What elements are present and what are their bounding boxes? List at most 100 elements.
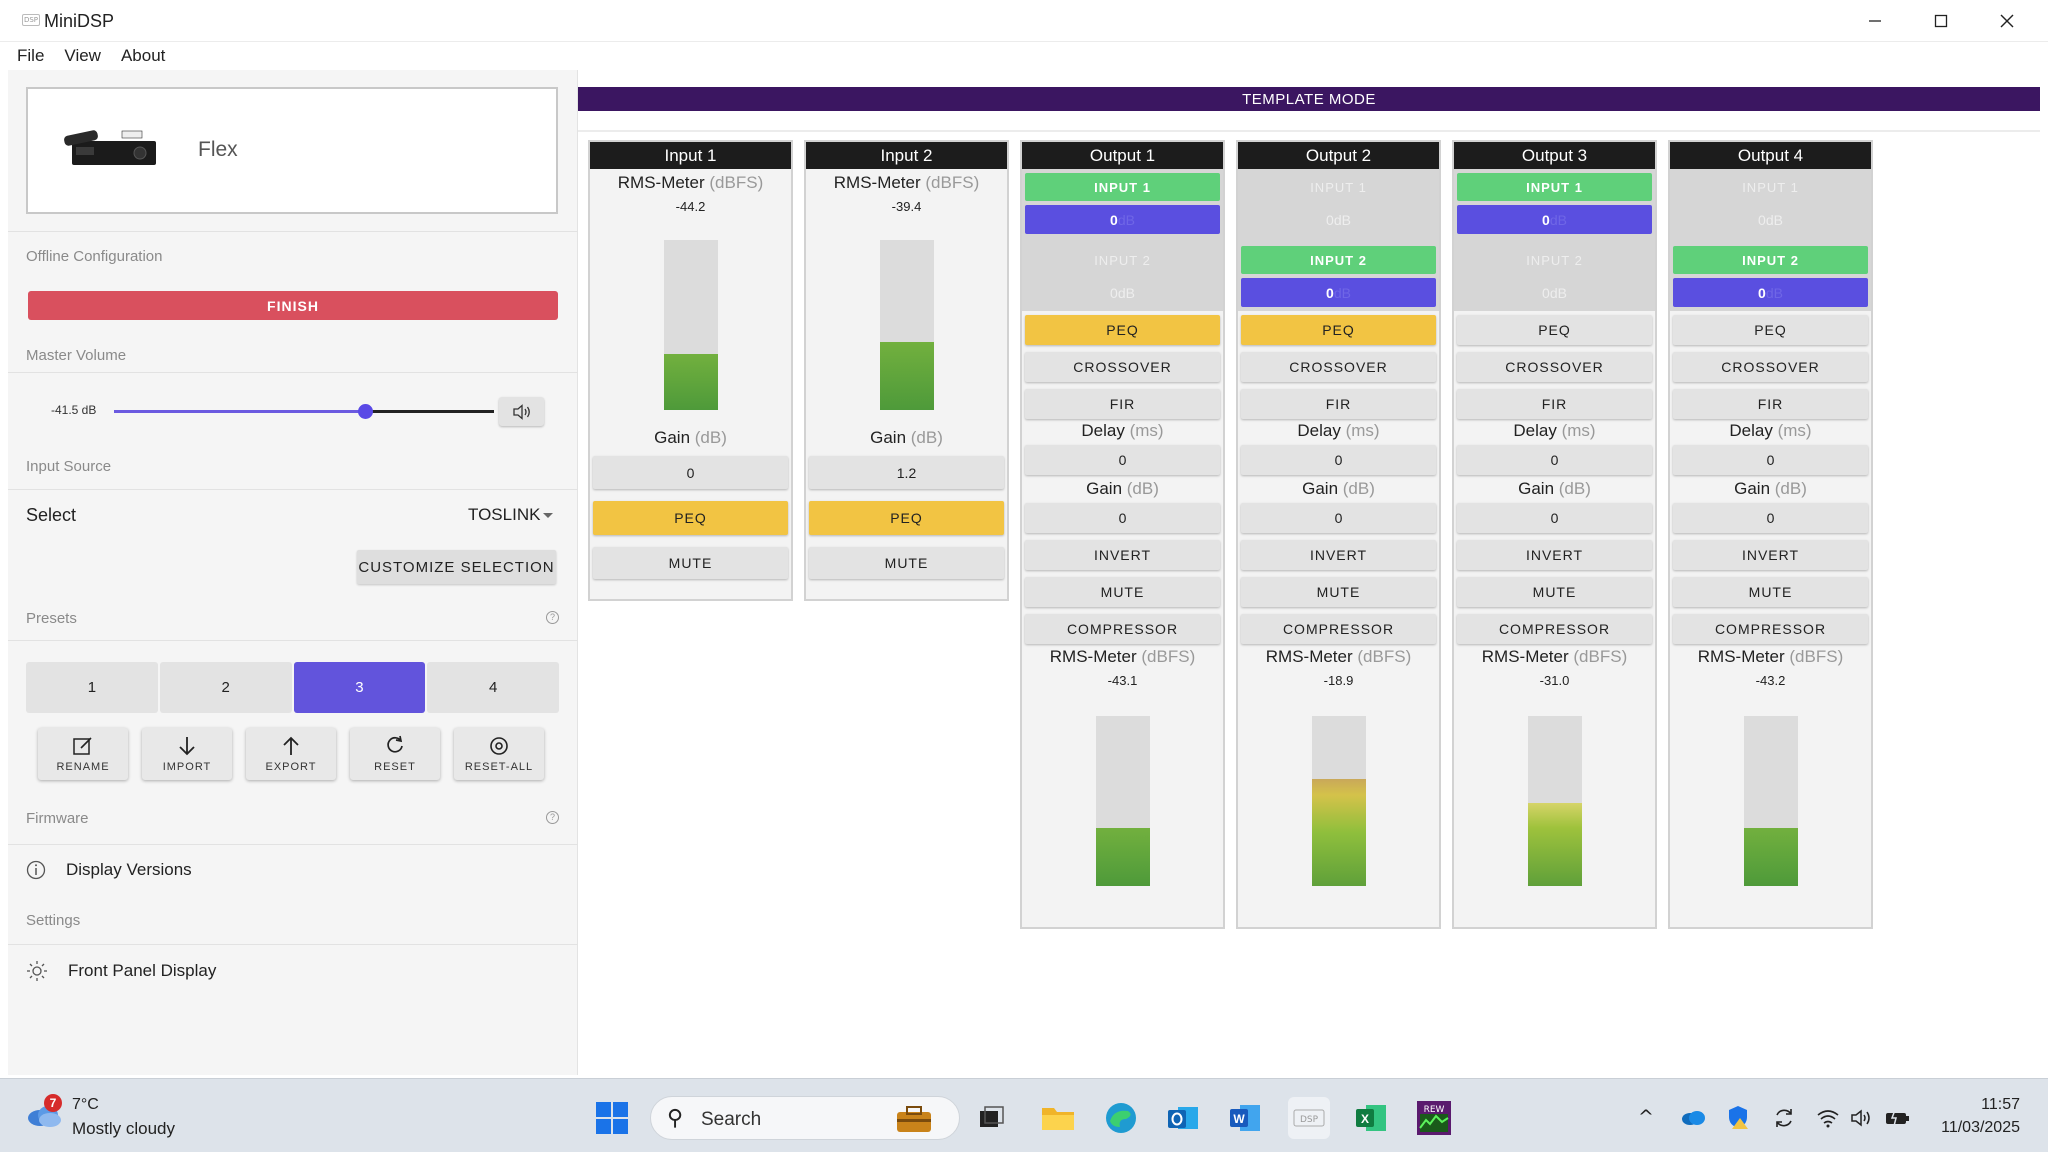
preset-2-button[interactable]: 2 bbox=[159, 662, 292, 713]
export-button[interactable]: EXPORT bbox=[246, 728, 336, 780]
route-input-2-gain[interactable]: 0 dB bbox=[1025, 278, 1220, 307]
speaker-button[interactable] bbox=[499, 397, 544, 426]
crossover-button[interactable]: CROSSOVER bbox=[1241, 352, 1436, 382]
route-input-2-toggle[interactable]: INPUT 2 bbox=[1241, 246, 1436, 274]
gain-input[interactable]: 0 bbox=[1241, 503, 1436, 533]
compressor-button[interactable]: COMPRESSOR bbox=[1241, 614, 1436, 644]
route-input-1-gain[interactable]: 0 dB bbox=[1025, 205, 1220, 234]
customize-selection-button[interactable]: CUSTOMIZE SELECTION bbox=[357, 550, 556, 584]
taskbar-file-explorer[interactable] bbox=[1037, 1097, 1079, 1139]
chevron-down-icon[interactable] bbox=[543, 513, 553, 518]
weather-temperature[interactable]: 7°C bbox=[72, 1096, 99, 1113]
route-input-1-toggle[interactable]: INPUT 1 bbox=[1310, 179, 1367, 195]
firmware-help-icon[interactable]: ? bbox=[546, 811, 559, 824]
invert-button[interactable]: INVERT bbox=[1457, 540, 1652, 570]
close-button[interactable] bbox=[1974, 0, 2040, 42]
volume-icon[interactable] bbox=[1850, 1108, 1874, 1128]
display-versions-item[interactable]: Display Versions bbox=[26, 860, 192, 880]
clock-time[interactable]: 11:57 bbox=[1981, 1096, 2020, 1113]
security-shield-icon[interactable] bbox=[1726, 1104, 1750, 1130]
preset-3-button[interactable]: 3 bbox=[293, 662, 426, 713]
route-input-1-toggle[interactable]: INPUT 1 bbox=[1457, 173, 1652, 201]
compressor-button[interactable]: COMPRESSOR bbox=[1025, 614, 1220, 644]
input-source-select[interactable]: TOSLINK bbox=[468, 505, 541, 524]
menu-view[interactable]: View bbox=[64, 46, 101, 65]
peq-button[interactable]: PEQ bbox=[809, 501, 1004, 535]
route-input-2-toggle[interactable]: INPUT 2 bbox=[1094, 252, 1151, 268]
clock-date[interactable]: 11/03/2025 bbox=[1941, 1119, 2020, 1136]
peq-button[interactable]: PEQ bbox=[1673, 315, 1868, 345]
taskbar-outlook[interactable] bbox=[1162, 1097, 1204, 1139]
peq-button[interactable]: PEQ bbox=[1025, 315, 1220, 345]
delay-input[interactable]: 0 bbox=[1025, 445, 1220, 475]
start-button[interactable] bbox=[591, 1097, 633, 1139]
crossover-button[interactable]: CROSSOVER bbox=[1025, 352, 1220, 382]
preset-1-button[interactable]: 1 bbox=[26, 662, 158, 713]
invert-button[interactable]: INVERT bbox=[1673, 540, 1868, 570]
mute-button[interactable]: MUTE bbox=[593, 547, 788, 579]
maximize-button[interactable] bbox=[1908, 0, 1974, 42]
compressor-button[interactable]: COMPRESSOR bbox=[1457, 614, 1652, 644]
sync-icon[interactable] bbox=[1772, 1106, 1796, 1130]
gain-input[interactable]: 0 bbox=[1025, 503, 1220, 533]
minimize-button[interactable] bbox=[1842, 0, 1908, 42]
menu-about[interactable]: About bbox=[120, 46, 166, 65]
peq-button[interactable]: PEQ bbox=[593, 501, 788, 535]
taskbar-minidsp[interactable]: DSP bbox=[1288, 1097, 1330, 1139]
reset-button[interactable]: RESET bbox=[350, 728, 440, 780]
fir-button[interactable]: FIR bbox=[1025, 389, 1220, 419]
delay-input[interactable]: 0 bbox=[1673, 445, 1868, 475]
device-card[interactable]: Flex bbox=[26, 87, 558, 214]
gain-input[interactable]: 1.2 bbox=[809, 456, 1004, 489]
mute-button[interactable]: MUTE bbox=[1025, 577, 1220, 607]
fir-button[interactable]: FIR bbox=[1241, 389, 1436, 419]
wifi-icon[interactable] bbox=[1816, 1108, 1840, 1128]
route-input-2-gain[interactable]: 0 dB bbox=[1457, 278, 1652, 307]
invert-button[interactable]: INVERT bbox=[1025, 540, 1220, 570]
delay-input[interactable]: 0 bbox=[1457, 445, 1652, 475]
taskbar-excel[interactable]: X bbox=[1350, 1097, 1392, 1139]
taskbar-search[interactable]: ⚲ Search bbox=[650, 1096, 960, 1140]
route-input-2-toggle[interactable]: INPUT 2 bbox=[1526, 252, 1583, 268]
route-input-2-toggle[interactable]: INPUT 2 bbox=[1673, 246, 1868, 274]
route-input-1-toggle[interactable]: INPUT 1 bbox=[1742, 179, 1799, 195]
mute-button[interactable]: MUTE bbox=[1241, 577, 1436, 607]
reset-all-button[interactable]: RESET-ALL bbox=[454, 728, 544, 780]
weather-description[interactable]: Mostly cloudy bbox=[72, 1119, 175, 1138]
route-input-2-gain[interactable]: 0 dB bbox=[1673, 278, 1868, 307]
battery-icon[interactable] bbox=[1884, 1108, 1912, 1128]
route-input-2-gain[interactable]: 0 dB bbox=[1241, 278, 1436, 307]
invert-button[interactable]: INVERT bbox=[1241, 540, 1436, 570]
mute-button[interactable]: MUTE bbox=[1673, 577, 1868, 607]
route-input-1-toggle[interactable]: INPUT 1 bbox=[1025, 173, 1220, 201]
peq-button[interactable]: PEQ bbox=[1457, 315, 1652, 345]
onedrive-icon[interactable] bbox=[1680, 1108, 1706, 1126]
mute-button[interactable]: MUTE bbox=[809, 547, 1004, 579]
taskbar-edge[interactable] bbox=[1100, 1097, 1142, 1139]
chevron-up-icon[interactable]: ^ bbox=[1638, 1106, 1654, 1128]
fir-button[interactable]: FIR bbox=[1457, 389, 1652, 419]
finish-button[interactable]: FINISH bbox=[28, 291, 558, 320]
preset-4-button[interactable]: 4 bbox=[427, 662, 559, 713]
fir-button[interactable]: FIR bbox=[1673, 389, 1868, 419]
front-panel-display-item[interactable]: Front Panel Display bbox=[26, 960, 216, 982]
crossover-button[interactable]: CROSSOVER bbox=[1457, 352, 1652, 382]
peq-button[interactable]: PEQ bbox=[1241, 315, 1436, 345]
gain-input[interactable]: 0 bbox=[1673, 503, 1868, 533]
menu-file[interactable]: File bbox=[17, 46, 45, 65]
volume-slider-thumb[interactable] bbox=[358, 404, 373, 419]
volume-slider[interactable] bbox=[114, 404, 494, 419]
import-button[interactable]: IMPORT bbox=[142, 728, 232, 780]
presets-help-icon[interactable]: ? bbox=[546, 611, 559, 624]
gain-input[interactable]: 0 bbox=[593, 456, 788, 489]
gain-input[interactable]: 0 bbox=[1457, 503, 1652, 533]
crossover-button[interactable]: CROSSOVER bbox=[1673, 352, 1868, 382]
compressor-button[interactable]: COMPRESSOR bbox=[1673, 614, 1868, 644]
route-input-1-gain[interactable]: 0 dB bbox=[1241, 205, 1436, 234]
rename-button[interactable]: RENAME bbox=[38, 728, 128, 780]
route-input-1-gain[interactable]: 0 dB bbox=[1457, 205, 1652, 234]
taskbar-word[interactable]: W bbox=[1224, 1097, 1266, 1139]
taskbar-task-view[interactable] bbox=[970, 1097, 1012, 1139]
route-input-1-gain[interactable]: 0 dB bbox=[1673, 205, 1868, 234]
taskbar-rew[interactable]: REW bbox=[1413, 1097, 1455, 1139]
